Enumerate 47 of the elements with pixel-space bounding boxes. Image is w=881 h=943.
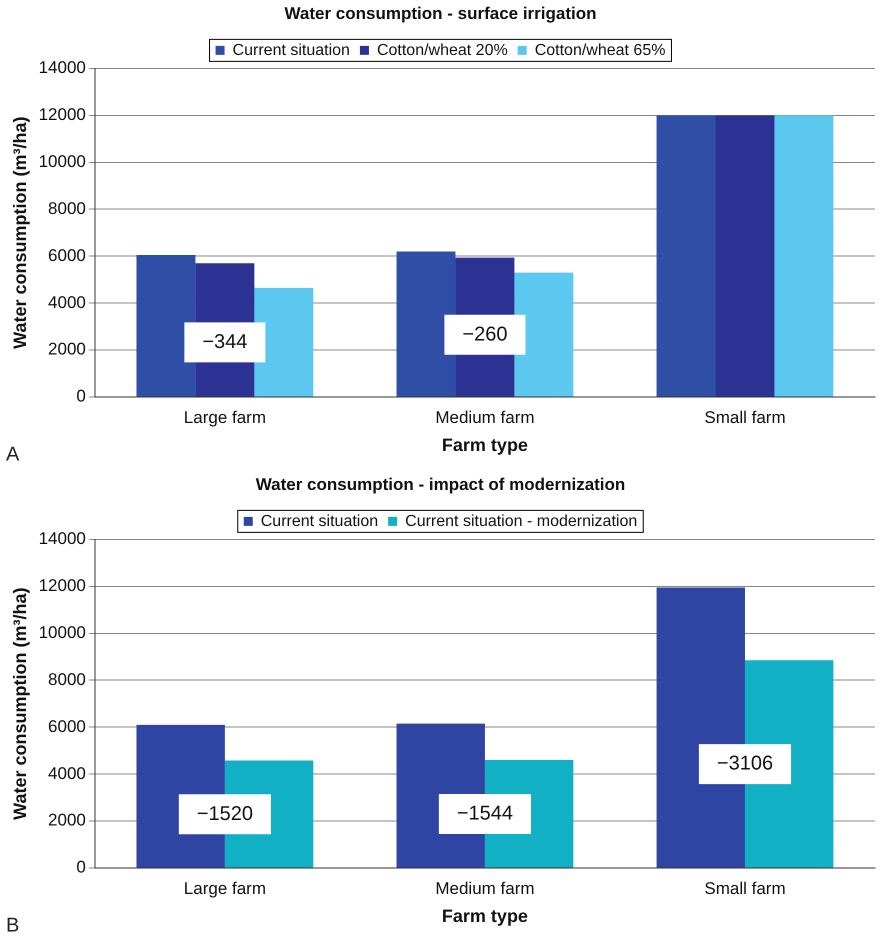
chart-title: Water consumption - impact of modernization [256, 474, 626, 494]
y-tick-label: 6000 [48, 716, 86, 736]
x-tick-label: Large farm [184, 408, 266, 427]
y-tick-label: 10000 [38, 622, 86, 642]
annotation: −260 [462, 323, 508, 346]
legend-label: Current situation [232, 42, 350, 59]
y-tick-label: 4000 [48, 764, 86, 783]
bar [254, 288, 314, 396]
bar [514, 272, 574, 396]
x-tick-label: Medium farm [435, 878, 535, 898]
y-tick-label: 0 [76, 858, 86, 877]
y-tick-label: 8000 [48, 198, 86, 218]
x-axis-title: Farm type [442, 435, 528, 456]
annotation: −3106 [716, 752, 774, 775]
y-tick-label: 4000 [48, 292, 86, 312]
x-tick-label: Small farm [704, 408, 786, 427]
y-tick-label: 12000 [38, 105, 86, 124]
y-axis-title: Water consumption (m³/ha) [10, 116, 30, 349]
y-axis-title: Water consumption (m³/ha) [10, 588, 30, 820]
bar [656, 115, 716, 396]
legend-label: Current situation [260, 512, 378, 530]
bar [774, 115, 834, 396]
bar [396, 251, 456, 396]
y-tick-label: 10000 [38, 152, 86, 171]
text: A [6, 444, 20, 466]
x-tick-label: Large farm [184, 878, 266, 898]
x-tick-label: Medium farm [435, 408, 535, 427]
text: B [6, 914, 20, 937]
y-tick-label: 14000 [38, 529, 86, 548]
y-tick-label: 12000 [38, 576, 86, 596]
legend-label: Cotton/wheat 65% [534, 42, 666, 59]
chart-title: Water consumption - surface irrigation [284, 4, 597, 23]
annotation: −1544 [456, 802, 514, 825]
legend-label: Current situation - modernization [405, 512, 638, 530]
y-tick-label: 8000 [48, 670, 86, 689]
y-tick-label: 6000 [48, 246, 86, 265]
legend-label: Cotton/wheat 20% [376, 42, 508, 59]
y-tick-label: 0 [76, 386, 86, 406]
annotation: −1520 [196, 802, 253, 825]
x-tick-label: Small farm [704, 878, 786, 898]
y-tick-label: 2000 [48, 810, 86, 830]
y-tick-label: 14000 [38, 58, 86, 78]
x-axis-title: Farm type [442, 906, 528, 926]
bar [716, 115, 774, 396]
y-tick-label: 2000 [48, 340, 86, 359]
bar [136, 255, 196, 396]
annotation: −344 [202, 330, 248, 353]
